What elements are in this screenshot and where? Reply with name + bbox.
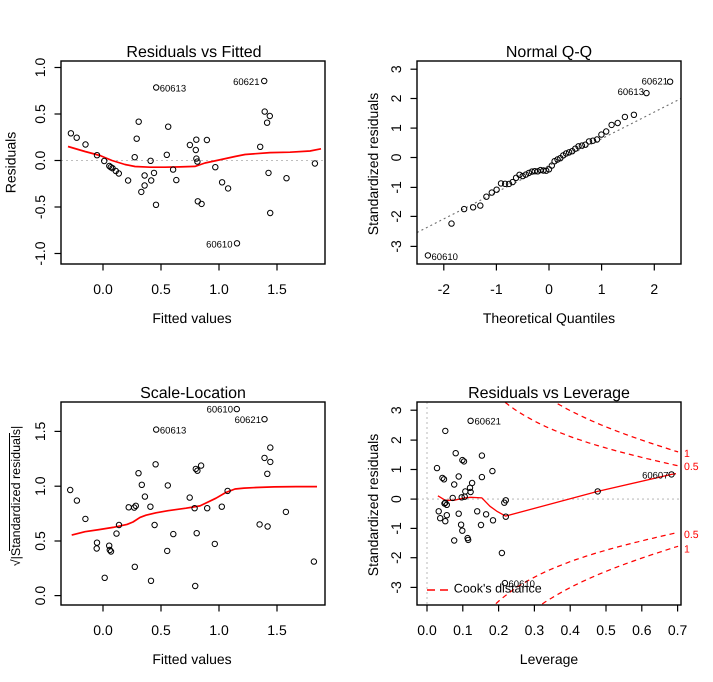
svg-text:1: 1 — [388, 124, 404, 132]
svg-text:0: 0 — [545, 281, 553, 297]
svg-text:0.4: 0.4 — [560, 622, 580, 638]
svg-text:0.5: 0.5 — [151, 622, 171, 638]
svg-text:0.0: 0.0 — [417, 622, 437, 638]
svg-text:60621: 60621 — [475, 417, 501, 428]
svg-text:0.5: 0.5 — [684, 529, 699, 541]
svg-text:0.3: 0.3 — [525, 622, 545, 638]
svg-text:0.0: 0.0 — [32, 151, 48, 171]
svg-text:0.1: 0.1 — [453, 622, 473, 638]
svg-text:0.2: 0.2 — [489, 622, 509, 638]
svg-text:0.5: 0.5 — [32, 104, 48, 124]
svg-text:-3: -3 — [388, 581, 404, 594]
svg-text:0.5: 0.5 — [32, 531, 48, 551]
svg-text:Leverage: Leverage — [520, 651, 579, 667]
svg-text:60621: 60621 — [235, 415, 261, 426]
svg-text:2: 2 — [388, 94, 404, 102]
svg-text:Fitted values: Fitted values — [152, 651, 231, 667]
svg-text:60610: 60610 — [509, 579, 535, 590]
svg-text:Normal Q-Q: Normal Q-Q — [506, 44, 592, 61]
svg-text:Cook's distance: Cook's distance — [454, 582, 542, 596]
svg-text:60621: 60621 — [233, 77, 259, 88]
svg-text:0: 0 — [388, 153, 404, 161]
svg-text:-2: -2 — [388, 551, 404, 564]
svg-text:3: 3 — [388, 65, 404, 73]
svg-text:Residuals vs Fitted: Residuals vs Fitted — [126, 44, 261, 61]
svg-text:-2: -2 — [388, 210, 404, 223]
svg-text:2: 2 — [650, 281, 658, 297]
svg-text:1.0: 1.0 — [32, 476, 48, 496]
svg-text:-0.5: -0.5 — [32, 195, 48, 219]
svg-text:1.5: 1.5 — [267, 622, 287, 638]
svg-text:1: 1 — [684, 544, 690, 556]
svg-text:Scale-Location: Scale-Location — [140, 385, 246, 402]
svg-text:0: 0 — [388, 495, 404, 503]
svg-text:0.5: 0.5 — [684, 461, 699, 473]
svg-text:Standardized residuals: Standardized residuals — [365, 93, 381, 235]
svg-text:1: 1 — [684, 448, 690, 460]
svg-text:1: 1 — [598, 281, 606, 297]
svg-text:1.0: 1.0 — [209, 622, 229, 638]
svg-text:√|Standardized residuals|: √|Standardized residuals| — [9, 426, 23, 567]
svg-text:60613: 60613 — [160, 426, 186, 437]
svg-text:1.0: 1.0 — [32, 58, 48, 78]
svg-text:-1: -1 — [388, 181, 404, 194]
svg-text:0.0: 0.0 — [32, 586, 48, 606]
svg-text:1.5: 1.5 — [267, 281, 287, 297]
svg-text:0.0: 0.0 — [93, 281, 113, 297]
svg-text:-1.0: -1.0 — [32, 241, 48, 265]
svg-text:Residuals: Residuals — [3, 132, 19, 193]
svg-text:3: 3 — [388, 406, 404, 414]
svg-text:60613: 60613 — [618, 87, 644, 98]
svg-text:-3: -3 — [388, 240, 404, 253]
svg-text:-1: -1 — [388, 522, 404, 535]
svg-text:0.7: 0.7 — [668, 622, 688, 638]
svg-text:60610: 60610 — [206, 240, 232, 251]
svg-text:1.0: 1.0 — [209, 281, 229, 297]
svg-text:60610: 60610 — [432, 252, 458, 263]
svg-text:60607: 60607 — [642, 471, 668, 482]
svg-text:60613: 60613 — [160, 84, 186, 95]
svg-text:Residuals vs Leverage: Residuals vs Leverage — [468, 385, 630, 402]
svg-text:60610: 60610 — [207, 405, 233, 416]
svg-text:1: 1 — [388, 465, 404, 473]
svg-text:Theoretical Quantiles: Theoretical Quantiles — [483, 310, 615, 326]
svg-text:0.6: 0.6 — [632, 622, 652, 638]
svg-text:1.5: 1.5 — [32, 421, 48, 441]
svg-text:Standardized residuals: Standardized residuals — [365, 434, 381, 576]
svg-text:Fitted values: Fitted values — [152, 310, 231, 326]
svg-text:0.0: 0.0 — [93, 622, 113, 638]
svg-text:0.5: 0.5 — [596, 622, 616, 638]
svg-text:0.5: 0.5 — [151, 281, 171, 297]
svg-text:2: 2 — [388, 436, 404, 444]
svg-text:60621: 60621 — [642, 77, 668, 88]
svg-text:-2: -2 — [438, 281, 451, 297]
svg-text:-1: -1 — [490, 281, 503, 297]
